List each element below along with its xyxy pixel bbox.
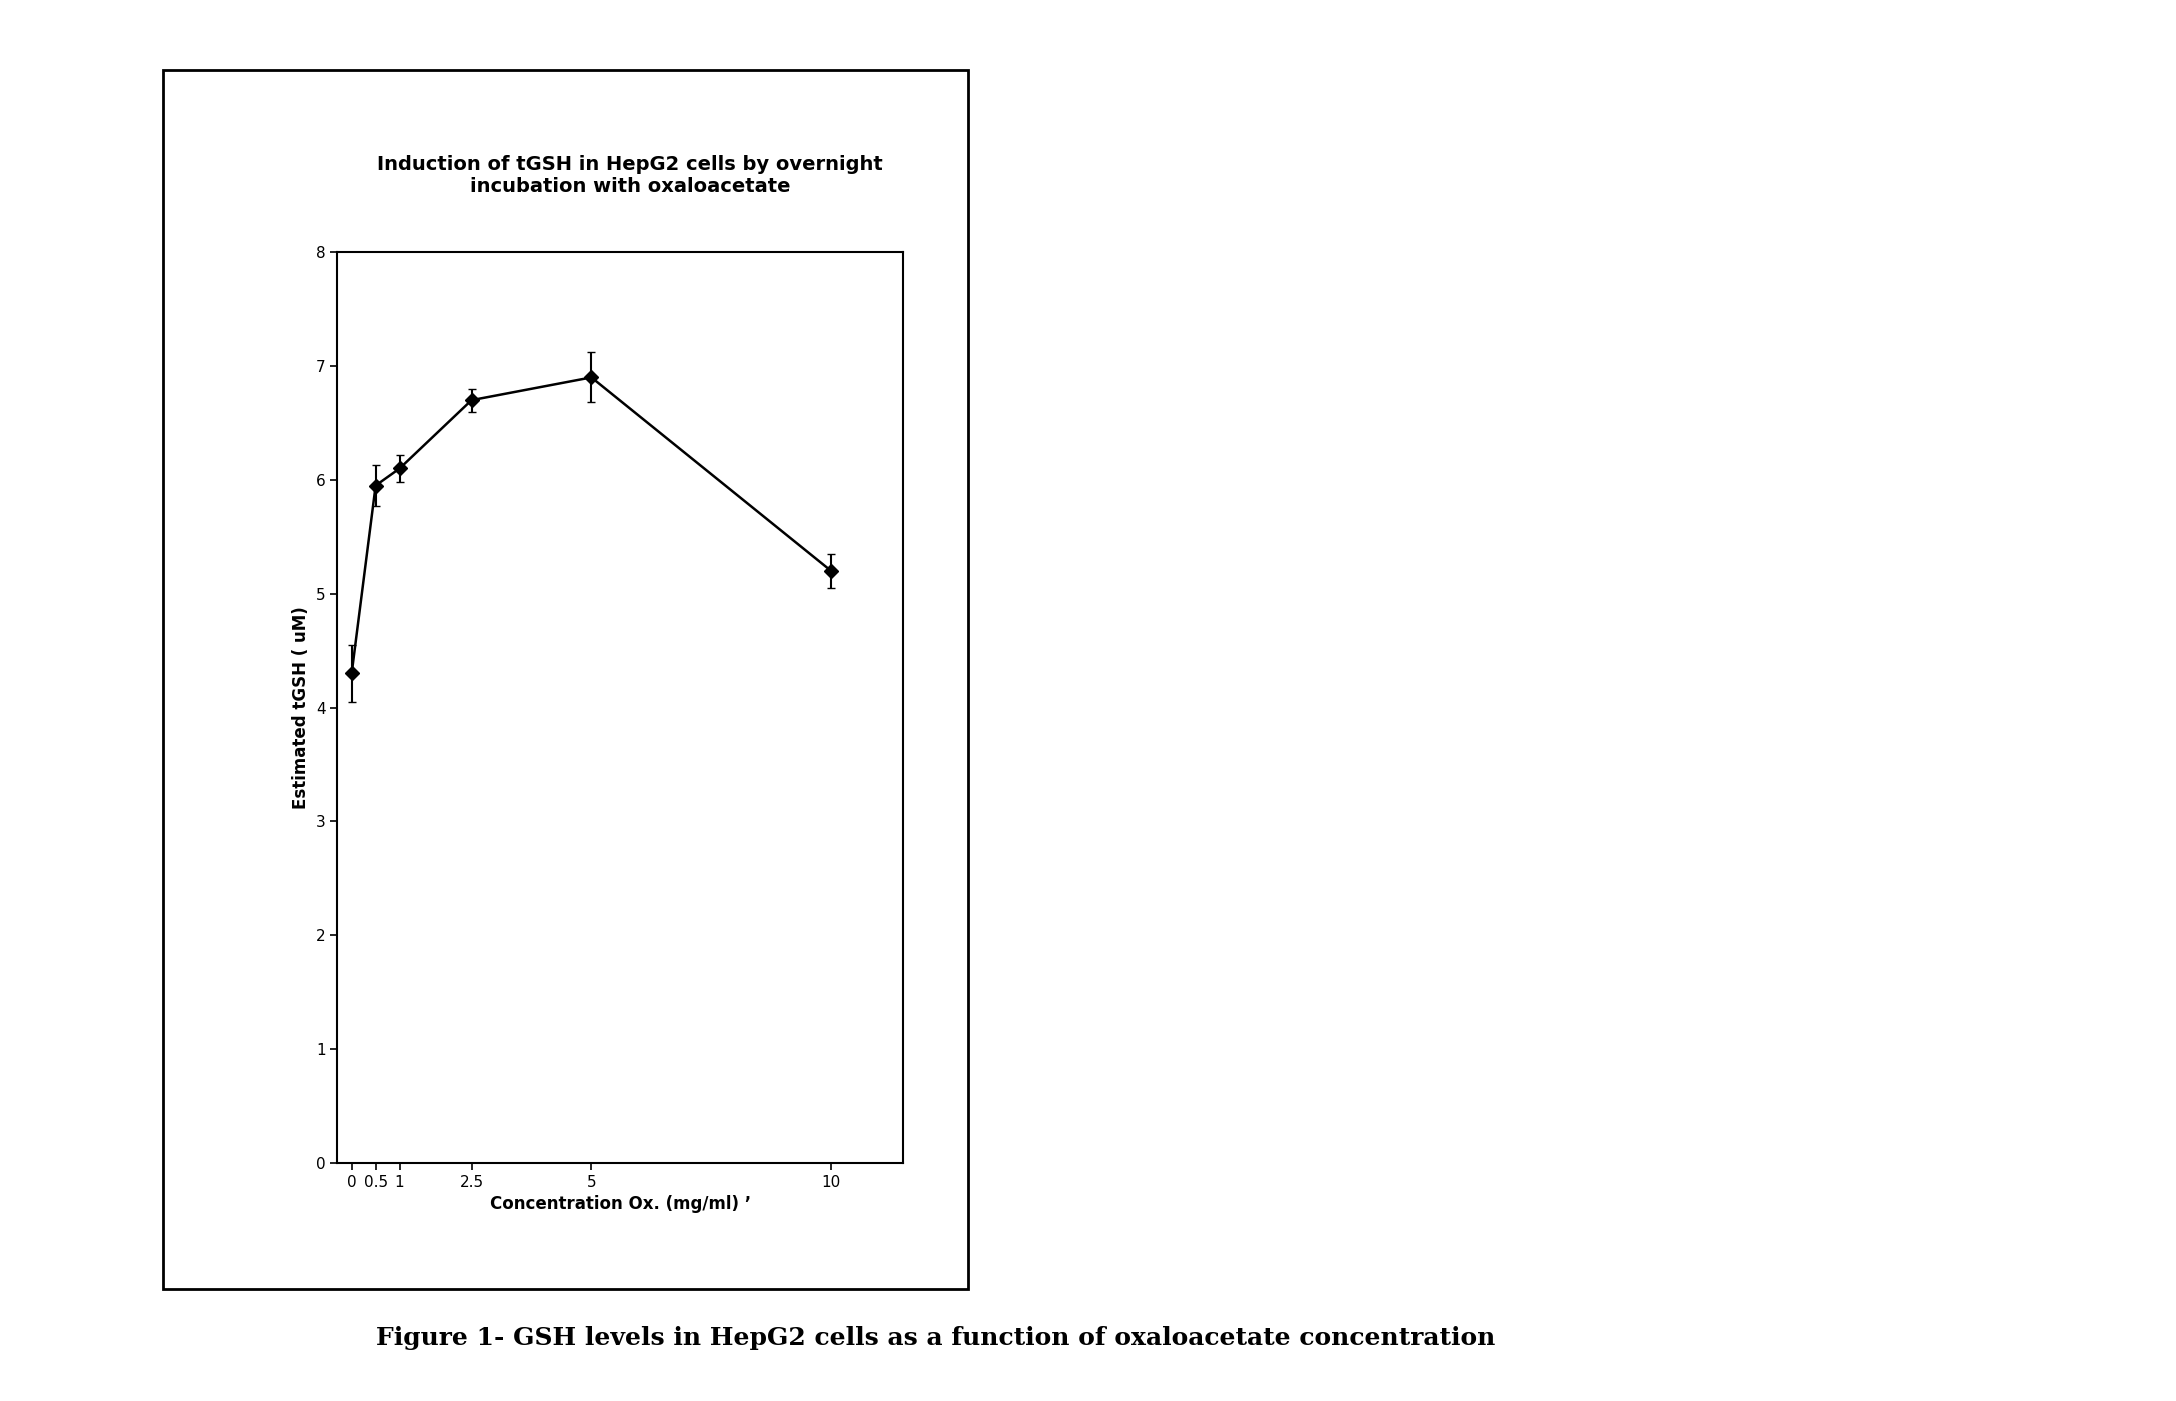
Text: Induction of tGSH in HepG2 cells by overnight
incubation with oxaloacetate: Induction of tGSH in HepG2 cells by over… <box>376 154 883 196</box>
Text: Figure 1- GSH levels in HepG2 cells as a function of oxaloacetate concentration: Figure 1- GSH levels in HepG2 cells as a… <box>376 1325 1495 1351</box>
X-axis label: Concentration Ox. (mg/ml) ’: Concentration Ox. (mg/ml) ’ <box>490 1195 751 1213</box>
Y-axis label: Estimated tGSH ( uM): Estimated tGSH ( uM) <box>292 607 311 808</box>
